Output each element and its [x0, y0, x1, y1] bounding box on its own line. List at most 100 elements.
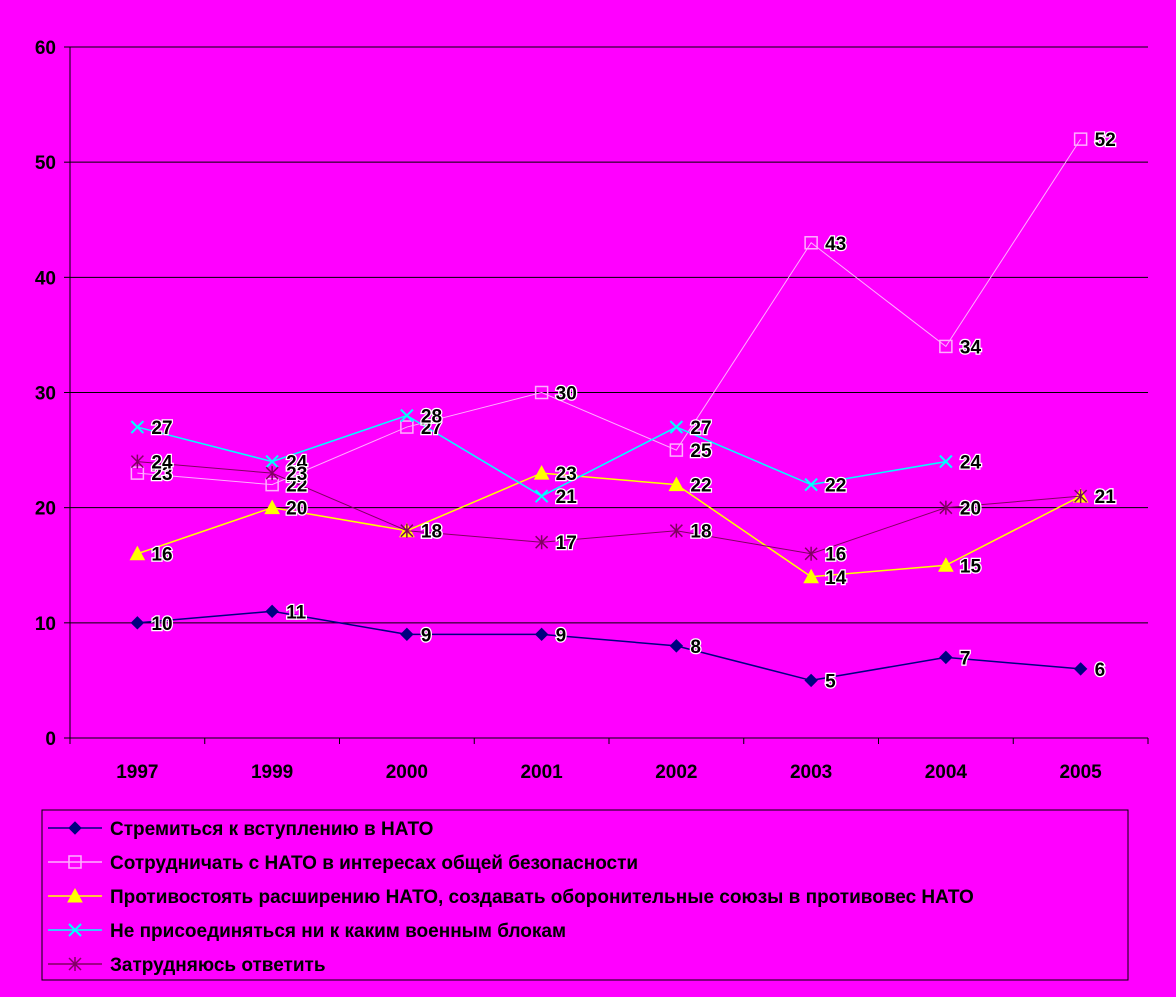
data-point-2-4: [668, 476, 685, 492]
x-tick-label: 2002: [655, 762, 697, 783]
data-point-3-5: [804, 477, 818, 492]
data-label-4-2: 18: [421, 522, 442, 543]
data-point-4-1: [265, 466, 279, 481]
legend-label: Не присоединяться ни к каким военным бло…: [110, 921, 566, 942]
legend-swatch-marker: [68, 821, 82, 835]
data-label-1-3: 30: [556, 384, 577, 405]
data-label-3-5: 22: [825, 476, 846, 497]
data-label-1-0: 23: [151, 464, 172, 485]
data-point-3-1: [265, 454, 279, 469]
data-label-0-6: 7: [960, 648, 971, 669]
data-label-2-5: 14: [825, 568, 847, 589]
legend-label: Сотрудничать с НАТО в интересах общей бе…: [110, 853, 638, 874]
legend-swatch-marker: [67, 887, 83, 903]
legend-label: Стремиться к вступлению в НАТО: [110, 819, 433, 840]
data-label-1-5: 43: [825, 234, 846, 255]
data-label-3-4: 27: [690, 418, 711, 439]
data-point-2-1: [264, 499, 280, 515]
data-label-3-2: 28: [421, 407, 442, 428]
x-tick-label: 1999: [251, 762, 293, 783]
data-point-0-2: [400, 627, 414, 642]
y-tick-label: 20: [35, 499, 56, 520]
y-tick-label: 40: [35, 268, 56, 289]
data-label-1-7: 52: [1095, 130, 1116, 151]
data-point-2-5: [803, 568, 819, 584]
data-point-0-0: [130, 616, 145, 630]
data-label-3-1: 24: [286, 453, 308, 474]
legend-item: Стремиться к вступлению в НАТО: [48, 819, 433, 840]
data-point-0-1: [265, 604, 279, 619]
series-line-2: [137, 472, 1081, 578]
data-label-2-1: 20: [286, 499, 307, 520]
data-label-4-3: 17: [556, 533, 577, 554]
legend-swatch-marker: [68, 957, 82, 971]
x-tick-label: 2005: [1059, 762, 1102, 783]
legend-item: Не присоединяться ни к каким военным бло…: [48, 921, 566, 942]
data-label-2-0: 16: [151, 545, 172, 566]
data-label-4-1: 23: [286, 464, 307, 485]
legend-box: [41, 809, 1129, 981]
data-label-3-6: 24: [960, 453, 982, 474]
data-label-0-3: 9: [556, 625, 567, 646]
data-label-2-7: 21: [1095, 487, 1117, 508]
y-tick-label: 30: [35, 384, 56, 405]
legend: Стремиться к вступлению в НАТО Сотруднича…: [41, 809, 1129, 981]
data-label-0-4: 8: [690, 637, 701, 658]
data-point-0-3: [534, 627, 549, 642]
x-tick-label: 2000: [386, 762, 428, 783]
data-label-3-3: 21: [556, 487, 578, 508]
data-point-0-6: [939, 650, 953, 665]
legend-item: Сотрудничать с НАТО в интересах общей бе…: [48, 853, 638, 874]
data-point-0-4: [669, 639, 684, 653]
data-point-2-0: [129, 545, 146, 561]
data-point-3-2: [400, 408, 414, 423]
data-point-4-2: [400, 523, 414, 538]
data-label-3-0: 27: [151, 418, 172, 439]
y-tick-label: 0: [45, 729, 56, 750]
data-point-3-3: [534, 489, 549, 503]
data-label-2-6: 15: [960, 556, 982, 577]
data-label-2-3: 23: [556, 464, 577, 485]
data-point-1-6: [939, 339, 953, 354]
data-label-0-5: 5: [825, 671, 836, 692]
legend-item: Противостоять расширению НАТО, создавать…: [48, 887, 974, 908]
data-point-0-7: [1073, 662, 1088, 676]
data-point-4-0: [130, 454, 144, 469]
data-label-0-2: 9: [421, 625, 432, 646]
data-point-1-7: [1073, 132, 1088, 146]
data-label-4-6: 20: [960, 499, 981, 520]
data-point-4-4: [669, 523, 683, 538]
data-point-0-5: [804, 673, 818, 688]
data-point-1-3: [534, 385, 549, 400]
data-point-4-3: [535, 535, 549, 550]
x-tick-label: 2004: [925, 762, 968, 783]
data-label-4-5: 16: [825, 545, 846, 566]
series-line-4: [137, 461, 1081, 555]
data-label-0-1: 11: [286, 602, 307, 623]
data-point-1-2: [400, 420, 414, 434]
data-label-4-7: 21: [1095, 487, 1117, 508]
data-label-1-1: 22: [286, 476, 307, 497]
data-label-1-6: 34: [960, 337, 982, 358]
legend-swatch-marker: [68, 923, 82, 937]
x-tick-label: 1997: [116, 762, 158, 783]
data-point-2-6: [938, 557, 954, 572]
data-label-1-4: 25: [690, 441, 712, 462]
legend-label: Противостоять расширению НАТО, создавать…: [110, 887, 974, 908]
data-point-2-3: [533, 465, 550, 480]
data-label-4-4: 18: [690, 522, 711, 543]
data-label-2-4: 22: [690, 476, 711, 497]
series-line-0: [137, 610, 1081, 682]
y-tick-label: 10: [35, 614, 56, 635]
data-label-2-2: 18: [421, 522, 442, 543]
legend-item: Затрудняюсь ответить: [48, 955, 326, 976]
data-label-0-7: 6: [1095, 660, 1106, 681]
data-point-3-4: [669, 420, 684, 434]
y-tick-label: 60: [35, 38, 56, 59]
data-point-4-7: [1074, 489, 1088, 504]
data-label-1-2: 27: [421, 418, 442, 439]
data-point-3-0: [130, 420, 145, 434]
x-tick-label: 2001: [520, 762, 563, 783]
